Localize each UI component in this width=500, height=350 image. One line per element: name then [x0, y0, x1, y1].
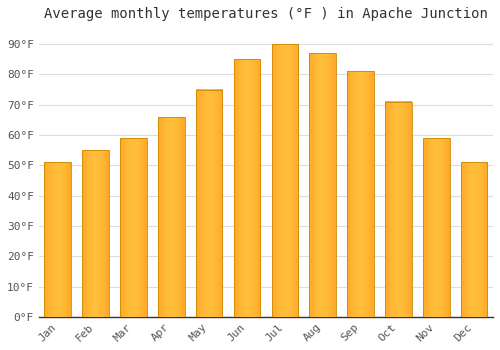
Bar [348, 71, 374, 317]
Bar [82, 150, 109, 317]
Bar [234, 60, 260, 317]
Bar [461, 162, 487, 317]
Bar [158, 117, 184, 317]
Bar [44, 162, 71, 317]
Bar [272, 44, 298, 317]
Bar [310, 53, 336, 317]
Bar [423, 138, 450, 317]
Title: Average monthly temperatures (°F ) in Apache Junction: Average monthly temperatures (°F ) in Ap… [44, 7, 488, 21]
Bar [385, 102, 411, 317]
Bar [120, 138, 146, 317]
Bar [196, 90, 222, 317]
